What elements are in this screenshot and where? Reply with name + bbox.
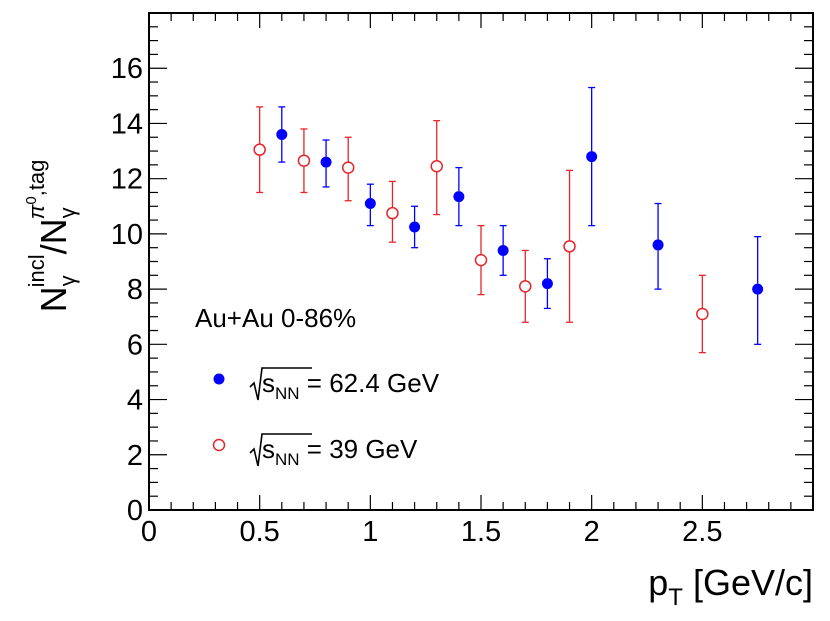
y-tick-label: 10 (111, 219, 143, 251)
data-point-39gev (253, 143, 266, 156)
axis-ticks (148, 12, 814, 511)
legend-marker-62gev (213, 373, 225, 385)
y-tick-label: 0 (127, 495, 143, 527)
data-point-62gev (497, 244, 509, 256)
x-tick-label: 2.5 (682, 516, 722, 548)
data-point-39gev (386, 206, 399, 220)
data-point-39gev (341, 161, 355, 174)
y-tick-label: 2 (127, 440, 143, 472)
legend-header: Au+Au 0-86% (195, 303, 356, 333)
data-point-62gev (752, 283, 764, 295)
y-axis-title: Nγincl/Nγπ0,tag (23, 160, 80, 313)
data-point-62gev (541, 278, 553, 290)
data-point-39gev (696, 307, 709, 321)
data-point-62gev (453, 191, 465, 203)
tick-labels: 0 0.5 1 1.5 2 2.5 0 2 4 6 8 10 12 14 16 (111, 53, 723, 548)
y-tick-label: 6 (127, 329, 143, 361)
data-point-62gev (276, 128, 288, 140)
y-tick-label: 16 (111, 53, 143, 85)
legend: Au+Au 0-86% sNN = 62.4 GeV sNN = 39 GeV (195, 303, 440, 469)
data-point-39gev (563, 240, 576, 253)
sqrt-sign-icon (249, 367, 312, 401)
x-tick-label: 1 (362, 516, 378, 548)
legend-label-62gev: sNN = 62.4 GeV (262, 368, 440, 403)
data-point-62gev (320, 156, 332, 168)
data-point-62gev (364, 198, 376, 210)
legend-label-39gev: sNN = 39 GeV (262, 434, 418, 469)
x-tick-label: 1.5 (461, 516, 501, 548)
x-axis-title: pT [GeV/c] (648, 562, 813, 611)
data-point-62gev (586, 151, 598, 163)
data-point-62gev (652, 239, 664, 251)
data-points (253, 86, 764, 354)
data-point-39gev (297, 154, 311, 167)
sqrt-sign-icon (249, 433, 312, 467)
data-point-39gev (430, 159, 443, 173)
y-tick-label: 8 (127, 274, 143, 306)
y-tick-label: 4 (127, 385, 143, 417)
data-point-39gev (519, 280, 532, 293)
legend-marker-39gev (212, 438, 226, 452)
y-tick-label: 12 (111, 164, 143, 196)
y-tick-label: 14 (111, 108, 143, 140)
x-tick-label: 0 (141, 516, 157, 548)
data-point-62gev (409, 221, 421, 233)
data-point-39gev (474, 253, 488, 267)
x-tick-label: 0.5 (240, 516, 280, 548)
x-tick-label: 2 (584, 516, 600, 548)
